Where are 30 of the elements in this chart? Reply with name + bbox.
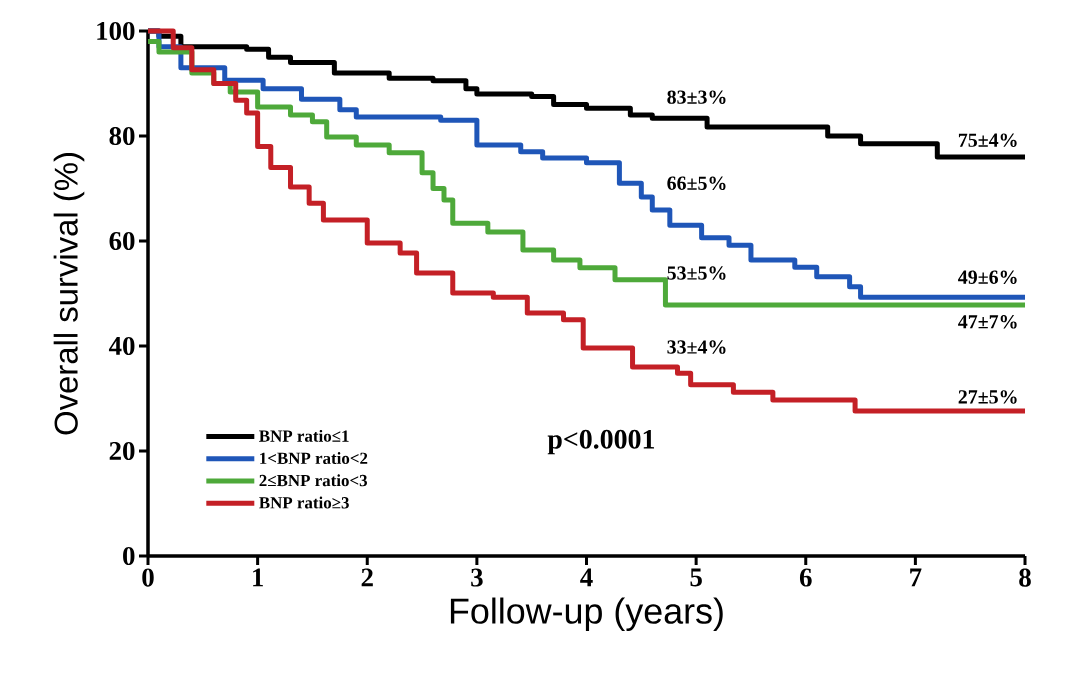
legend-label: BNP ratio≥3 [259,496,349,509]
y-tick-label: 100 [97,21,135,41]
y-tick-label: 0 [123,546,135,566]
annotation: 66±5% [667,176,726,190]
annotation: 53±5% [667,266,726,280]
x-tick-label: 8 [1019,568,1031,587]
annotation: p<0.0001 [547,429,655,455]
x-tick-label: 3 [471,568,483,587]
legend-label: 2≤BNP ratio<3 [259,474,368,487]
y-tick-label: 20 [109,441,135,461]
annotation: 33±4% [667,340,726,354]
annotation: 47±7% [958,315,1017,329]
x-tick-label: 2 [361,568,373,587]
y-axis-title: Overall survival (%) [53,153,85,435]
x-tick-label: 6 [799,568,812,587]
x-axis-title: Follow-up (years) [450,597,723,631]
annotation: 49±6% [958,270,1017,284]
annotation: 27±5% [958,390,1017,404]
legend-label: 1<BNP ratio<2 [260,452,368,465]
x-tick-label: 1 [253,568,263,587]
x-tick-label: 4 [580,568,593,587]
annotation: 83±3% [667,90,726,104]
x-tick-label: 7 [910,568,922,587]
x-tick-label: 0 [142,568,154,587]
annotation: 75±4% [958,133,1017,147]
legend-label: BNP ratio≤1 [259,429,349,442]
y-tick-label: 80 [109,126,135,146]
y-tick-label: 40 [108,336,135,356]
x-tick-label: 5 [690,568,702,587]
y-tick-label: 60 [109,231,135,251]
